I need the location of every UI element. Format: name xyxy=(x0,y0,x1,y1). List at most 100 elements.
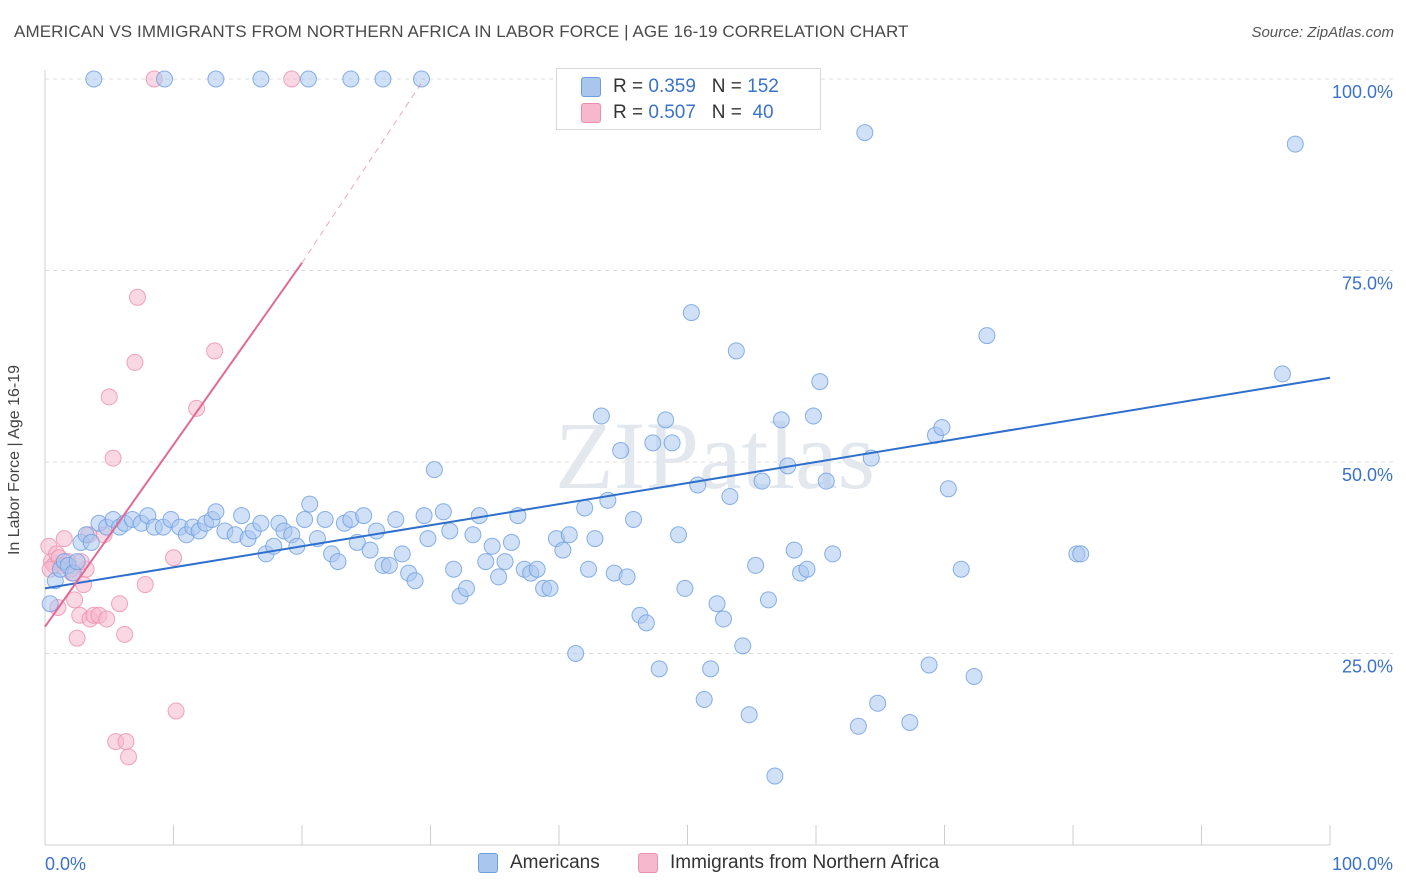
immigrants-point xyxy=(68,629,86,647)
americans-point xyxy=(355,507,373,525)
americans-point xyxy=(380,556,398,574)
americans-point xyxy=(329,553,347,571)
americans-point xyxy=(464,526,482,544)
immigrants-points xyxy=(40,70,301,766)
americans-trend-line xyxy=(44,376,1331,590)
americans-point xyxy=(920,656,938,674)
americans-point xyxy=(528,560,546,578)
legend-item-americans[interactable]: Americans xyxy=(478,852,600,874)
r-label: R = xyxy=(613,76,644,97)
americans-point xyxy=(933,419,951,437)
americans-point xyxy=(586,530,604,548)
americans-point xyxy=(296,510,314,528)
americans-point xyxy=(434,503,452,521)
americans-point xyxy=(901,713,919,731)
legend-item-immigrants[interactable]: Immigrants from Northern Africa xyxy=(638,852,939,874)
americans-point xyxy=(650,660,668,678)
americans-point xyxy=(483,537,501,555)
americans-point xyxy=(849,717,867,735)
americans-point xyxy=(368,522,386,540)
americans-point xyxy=(1273,365,1291,383)
immigrants-point xyxy=(100,388,118,406)
immigrants-legend-swatch xyxy=(638,853,658,873)
americans-point xyxy=(1072,545,1090,563)
americans-point xyxy=(477,553,495,571)
americans-point xyxy=(644,434,662,452)
americans-swatch xyxy=(581,77,601,97)
americans-point xyxy=(374,70,392,88)
americans-point xyxy=(625,510,643,528)
americans-point xyxy=(869,694,887,712)
americans-point xyxy=(233,507,251,525)
americans-point xyxy=(342,70,360,88)
americans-point xyxy=(759,591,777,609)
immigrants-n-value: 40 xyxy=(752,102,774,123)
americans-point xyxy=(727,342,745,360)
immigrants-swatch xyxy=(581,103,601,123)
chart-title: AMERICAN VS IMMIGRANTS FROM NORTHERN AFR… xyxy=(14,22,909,41)
americans-point xyxy=(301,495,319,513)
immigrants-point xyxy=(116,625,134,643)
r-label: R = xyxy=(613,102,644,123)
trend-lines xyxy=(44,78,1331,628)
americans-point xyxy=(541,579,559,597)
americans-n-value: 152 xyxy=(747,76,779,97)
americans-point xyxy=(425,461,443,479)
immigrants-point xyxy=(167,702,185,720)
americans-point xyxy=(676,579,694,597)
tick-labels: 25.0% 50.0% 75.0% 100.0% 0.0% 100.0% xyxy=(45,82,1393,874)
americans-point xyxy=(618,568,636,586)
source-label: Source: ZipAtlas.com xyxy=(1251,24,1394,41)
americans-point xyxy=(817,472,835,490)
x-tick-label: 0.0% xyxy=(45,854,86,874)
americans-point xyxy=(798,560,816,578)
stats-row-immigrants: R = 0.507 N = 40 xyxy=(581,100,774,126)
americans-point xyxy=(657,411,675,429)
americans-point xyxy=(445,560,463,578)
grid-lines xyxy=(45,78,1395,654)
americans-point xyxy=(824,545,842,563)
americans-point xyxy=(637,614,655,632)
americans-point xyxy=(721,487,739,505)
americans-point xyxy=(714,610,732,628)
americans-point xyxy=(496,553,514,571)
americans-point xyxy=(387,510,405,528)
immigrants-point xyxy=(104,449,122,467)
americans-point xyxy=(207,70,225,88)
americans-point xyxy=(766,767,784,785)
immigrants-point xyxy=(206,342,224,360)
n-label: N = xyxy=(711,102,742,123)
americans-point xyxy=(612,442,630,460)
immigrants-point xyxy=(111,595,129,613)
americans-point xyxy=(299,70,317,88)
americans-point xyxy=(965,667,983,685)
americans-point xyxy=(567,645,585,662)
immigrants-point xyxy=(165,549,182,567)
americans-point xyxy=(413,70,431,88)
americans-point xyxy=(702,660,720,678)
immigrants-point xyxy=(66,591,84,609)
immigrants-point xyxy=(117,733,135,751)
immigrants-point xyxy=(98,610,116,628)
axes xyxy=(44,70,1331,846)
americans-point xyxy=(502,533,520,551)
immigrants-point xyxy=(283,70,301,88)
immigrants-point xyxy=(129,288,147,306)
stats-legend: R = 0.359 N = 152 R = 0.507 N = 40 xyxy=(556,68,821,130)
y-tick-label: 100.0% xyxy=(1332,82,1393,102)
n-label: N = xyxy=(711,76,742,97)
americans-point xyxy=(576,499,594,517)
legend-label-immigrants: Immigrants from Northern Africa xyxy=(670,852,940,873)
americans-point xyxy=(695,690,713,708)
americans-point xyxy=(592,407,610,425)
immigrants-trend-extension xyxy=(301,78,425,264)
americans-point xyxy=(689,476,707,494)
americans-point xyxy=(740,706,758,724)
americans-point xyxy=(457,579,475,597)
americans-point xyxy=(785,541,803,559)
americans-point xyxy=(393,545,411,563)
americans-point xyxy=(252,514,270,532)
americans-point xyxy=(406,572,424,590)
americans-point xyxy=(361,541,379,559)
